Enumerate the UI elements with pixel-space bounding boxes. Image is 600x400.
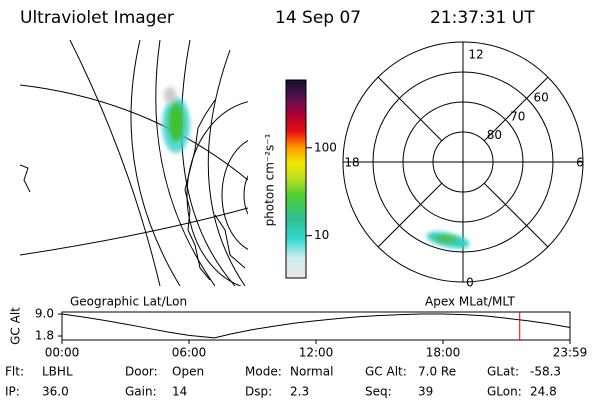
- polar-map: [342, 41, 584, 283]
- ring-label: 80: [487, 128, 502, 142]
- x-tick-label: 06:00: [172, 346, 207, 360]
- plot-label: Apex MLat/MLT: [425, 295, 515, 309]
- mlt-label: 0: [466, 276, 474, 290]
- altitude-curve: [61, 313, 571, 339]
- info-value: -58.3: [530, 365, 561, 379]
- geo-map: [20, 40, 248, 286]
- x-tick-label: 12:00: [299, 346, 334, 360]
- x-tick-label: 18:00: [426, 346, 461, 360]
- info-label: GC Alt:: [365, 365, 407, 379]
- date: 14 Sep 07: [275, 8, 361, 28]
- y-tick-label: 9.0: [35, 306, 54, 320]
- y-axis-label: GC Alt: [9, 307, 23, 345]
- colorbar-tick-label: 100: [314, 140, 337, 154]
- info-label: GLon:: [487, 385, 522, 399]
- x-tick-label: 00:00: [45, 346, 80, 360]
- info-label: Flt:: [5, 365, 24, 379]
- mlt-label: 6: [576, 156, 584, 170]
- info-label: Dsp:: [245, 385, 272, 399]
- time: 21:37:31 UT: [430, 8, 535, 28]
- info-value: 36.0: [42, 385, 69, 399]
- info-label: Door:: [125, 365, 158, 379]
- plot-label: Geographic Lat/Lon: [70, 295, 187, 309]
- info-label: IP:: [5, 385, 20, 399]
- info-value: 2.3: [290, 385, 309, 399]
- info-label: GLat:: [487, 365, 519, 379]
- mlt-label: 12: [468, 48, 483, 62]
- lat-ring: [432, 131, 494, 193]
- ring-label: 60: [534, 91, 549, 105]
- y-tick-label: 1.8: [35, 329, 54, 343]
- info-value: Normal: [290, 365, 333, 379]
- title: Ultraviolet Imager: [20, 8, 174, 28]
- ring-label: 70: [510, 109, 525, 123]
- info-label: Mode:: [245, 365, 282, 379]
- info-value: LBHL: [42, 365, 73, 379]
- info-label: Seq:: [365, 385, 392, 399]
- info-label: Gain:: [125, 385, 157, 399]
- lat-ring: [372, 71, 554, 253]
- info-value: 39: [418, 385, 433, 399]
- lat-ring: [402, 101, 524, 223]
- info-value: Open: [172, 365, 204, 379]
- x-tick-label: 23:59: [553, 346, 588, 360]
- info-value: 24.8: [530, 385, 557, 399]
- mlt-label: 18: [344, 156, 359, 170]
- colorbar: [285, 79, 307, 279]
- info-value: 7.0 Re: [418, 365, 456, 379]
- info-value: 14: [172, 385, 187, 399]
- colorbar-tick-label: 10: [314, 228, 329, 242]
- colorbar-label: photon cm⁻²s⁻¹: [263, 133, 277, 226]
